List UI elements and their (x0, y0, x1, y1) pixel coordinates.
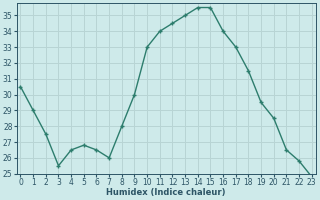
X-axis label: Humidex (Indice chaleur): Humidex (Indice chaleur) (106, 188, 226, 197)
